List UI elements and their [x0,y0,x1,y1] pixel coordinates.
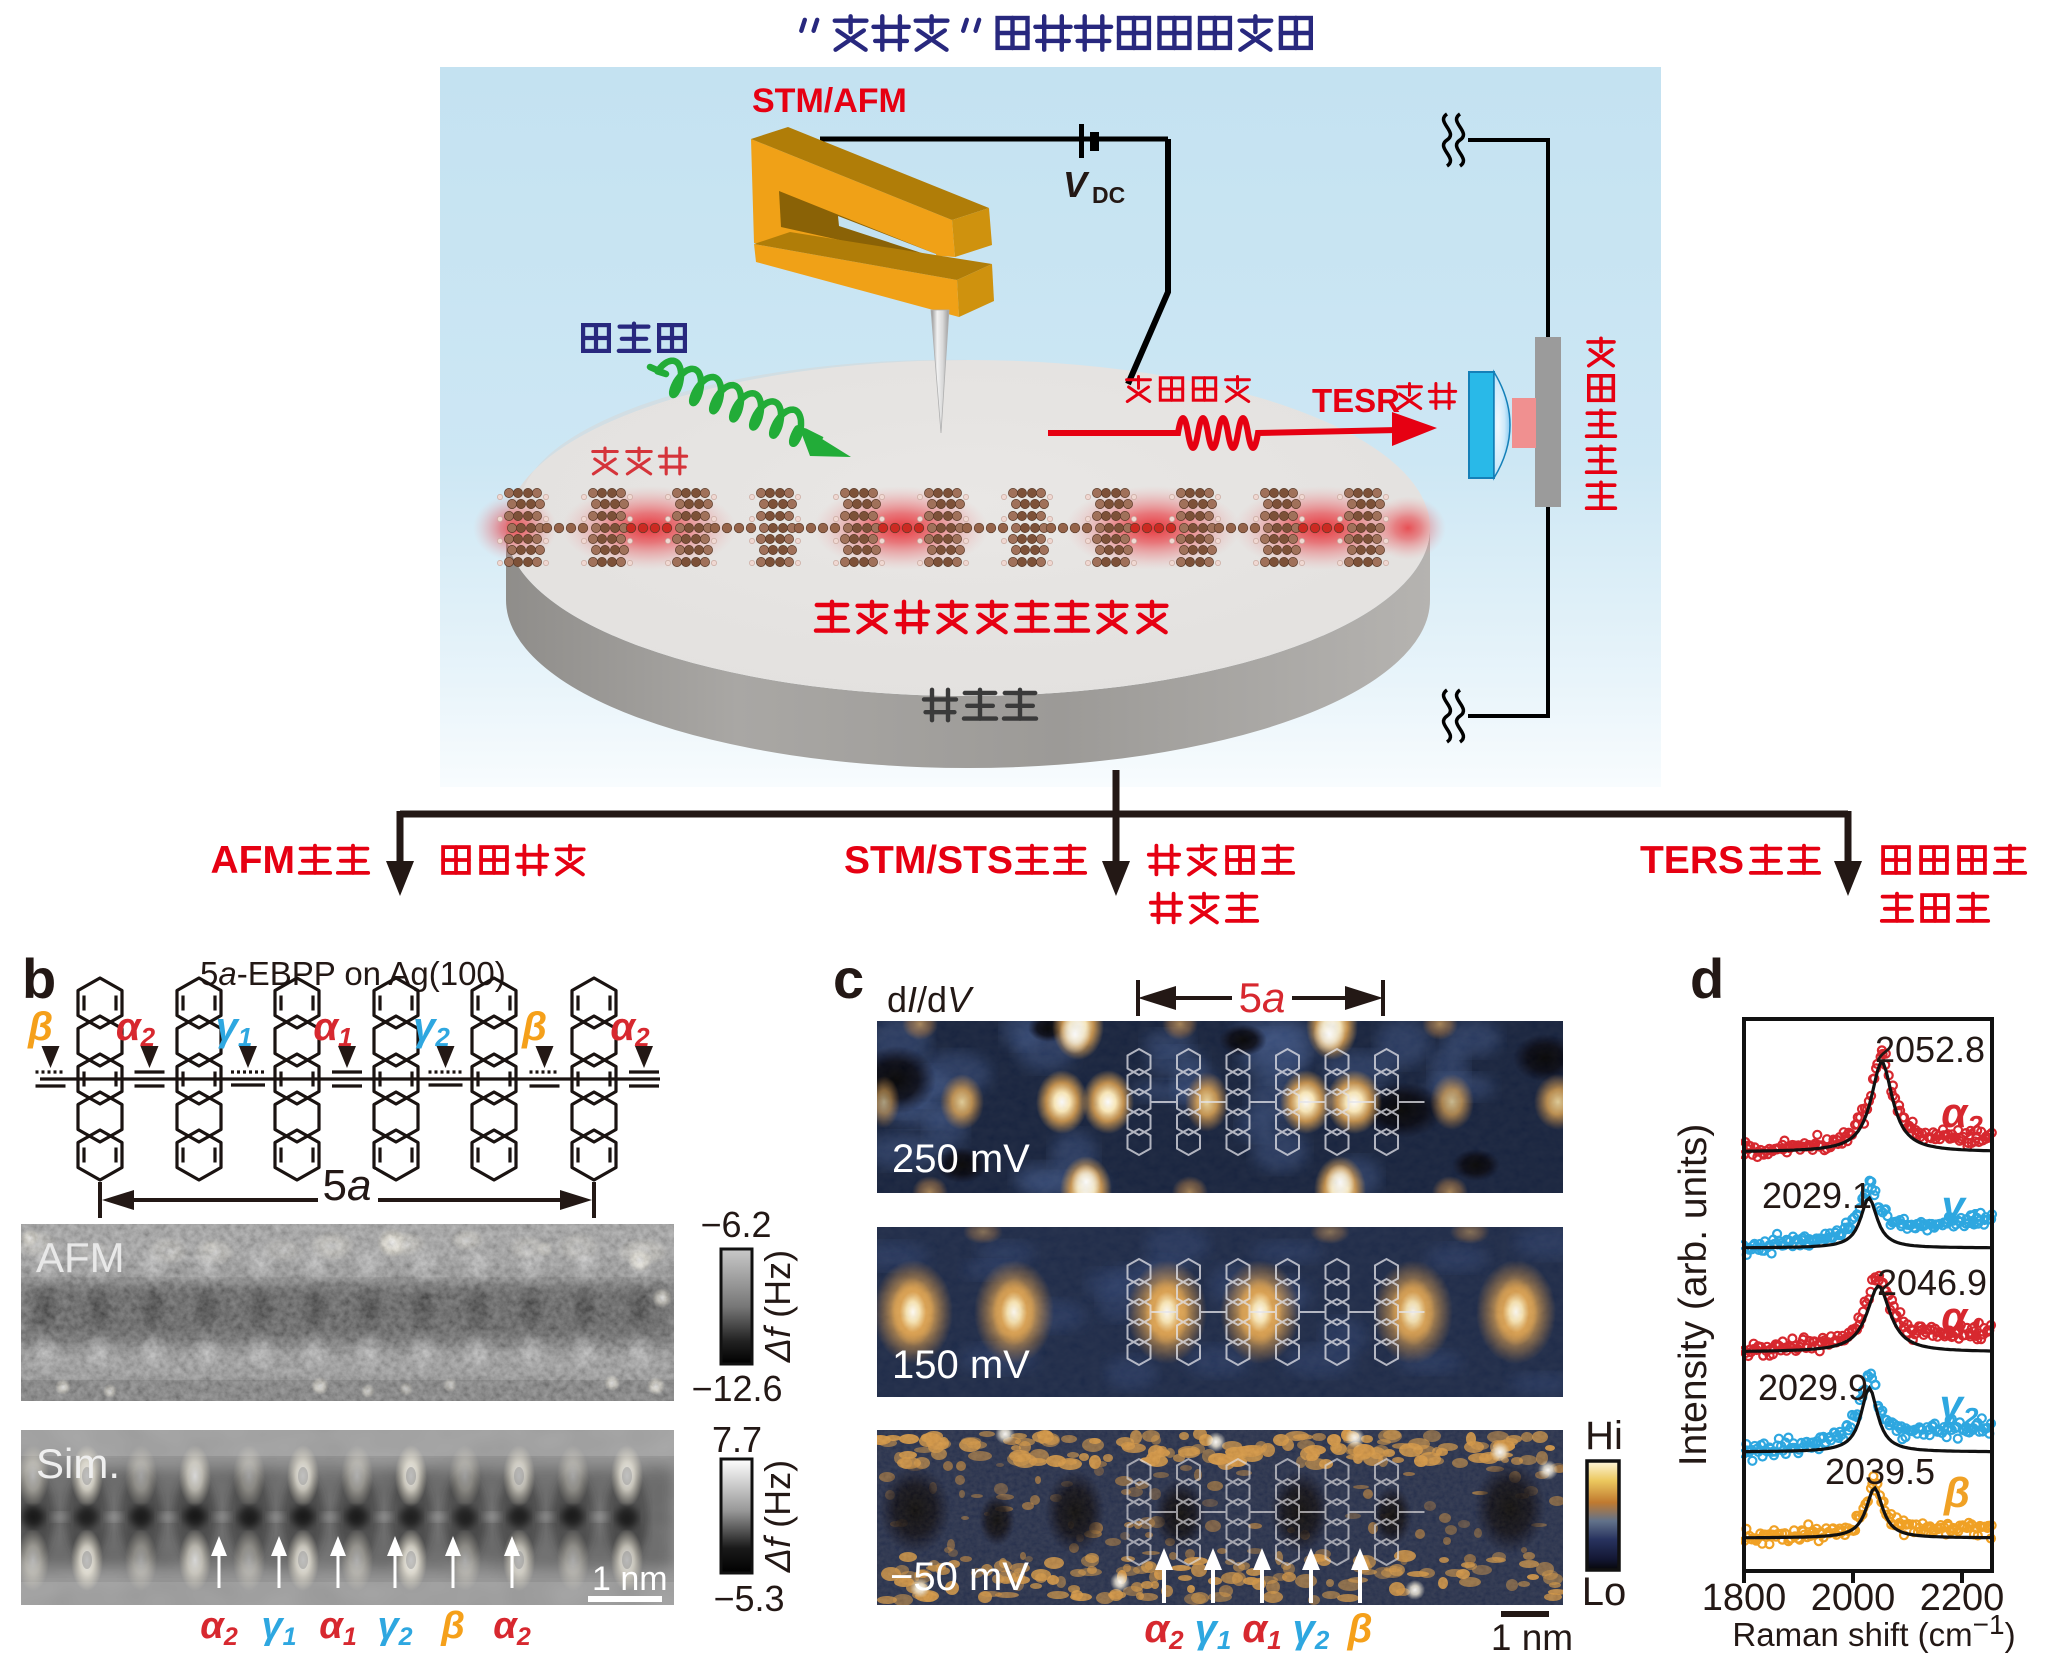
svg-text:2200: 2200 [1920,1577,2005,1619]
svg-text:α2: α2 [493,1605,531,1651]
svg-text:1 nm: 1 nm [1491,1617,1573,1653]
svg-text:250 mV: 250 mV [892,1137,1030,1181]
svg-text:α2: α2 [116,1005,156,1052]
svg-text:2046.9: 2046.9 [1877,1262,1987,1303]
svg-text:5a-EBPP on Ag(100): 5a-EBPP on Ag(100) [200,955,506,992]
svg-text:c: c [833,947,864,1010]
svg-text:β: β [521,1005,547,1049]
svg-text:TERS: TERS [1640,839,1744,882]
svg-text:Raman shift (cm−1): Raman shift (cm−1) [1732,1609,2015,1653]
svg-text:2039.5: 2039.5 [1825,1451,1935,1492]
svg-text:7.7: 7.7 [712,1419,762,1460]
svg-text:Hi: Hi [1585,1414,1623,1458]
svg-text:2029.1: 2029.1 [1762,1175,1872,1216]
svg-text:Lo: Lo [1582,1570,1627,1614]
svg-text:Intensity (arb. units): Intensity (arb. units) [1672,1124,1715,1466]
svg-text:β: β [27,1005,53,1049]
svg-text:DC: DC [1092,182,1125,208]
svg-text:5a: 5a [323,1161,372,1210]
svg-text:AFM: AFM [36,1234,125,1281]
svg-text:Δf (Hz): Δf (Hz) [757,1250,798,1363]
svg-text:STM/STS: STM/STS [844,839,1013,882]
svg-text:β: β [440,1605,465,1647]
svg-text:d: d [1690,947,1724,1010]
svg-text:b: b [22,947,56,1010]
svg-text:dI/dV: dI/dV [887,979,974,1020]
svg-text:−50 mV: −50 mV [890,1555,1029,1599]
svg-text:−6.2: −6.2 [700,1204,771,1245]
svg-text:−5.3: −5.3 [713,1578,784,1619]
svg-text:Δf (Hz): Δf (Hz) [757,1460,798,1573]
svg-text:1 nm: 1 nm [592,1560,668,1598]
svg-text:2052.8: 2052.8 [1875,1029,1985,1070]
svg-text:STM/AFM: STM/AFM [752,82,907,120]
svg-text:150 mV: 150 mV [892,1343,1030,1387]
svg-text:2029.9: 2029.9 [1758,1367,1868,1408]
svg-text:5a: 5a [1239,974,1286,1021]
svg-text:V: V [1063,164,1090,205]
svg-text:α2: α2 [1941,1089,1983,1141]
svg-text:AFM: AFM [211,839,295,882]
svg-text:α2: α2 [610,1005,650,1052]
svg-text:γ1: γ1 [261,1605,296,1651]
svg-text:Sim.: Sim. [36,1440,120,1487]
svg-text:β: β [1943,1469,1970,1516]
svg-text:β: β [1347,1607,1373,1651]
svg-text:1800: 1800 [1702,1577,1787,1619]
svg-text:−12.6: −12.6 [691,1368,782,1409]
svg-text:TESR: TESR [1312,382,1400,419]
svg-text:2000: 2000 [1811,1577,1896,1619]
